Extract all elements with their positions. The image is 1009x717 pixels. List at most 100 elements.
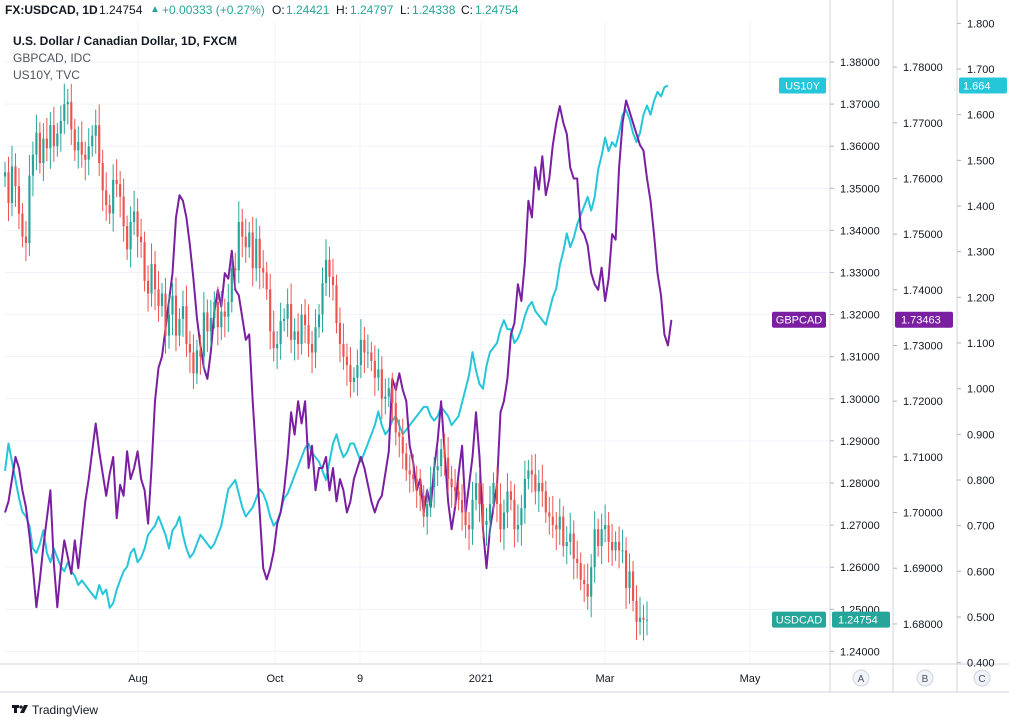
candle-body xyxy=(631,571,635,601)
candle-body xyxy=(300,314,303,345)
candle-body xyxy=(478,482,481,505)
axis-c-tick-label: 1.200 xyxy=(967,292,995,304)
candle-body xyxy=(408,470,411,475)
candle-body xyxy=(509,491,513,500)
candle-body xyxy=(499,504,502,530)
candle-body xyxy=(370,352,373,361)
axis-b-tick-label: 1.73000 xyxy=(903,341,943,353)
candle-body xyxy=(73,129,76,151)
candle-body xyxy=(366,352,369,354)
x-tick-label: Oct xyxy=(266,673,283,685)
axis-a-tick-label: 1.38000 xyxy=(840,57,880,69)
legend-main-series[interactable]: U.S. Dollar / Canadian Dollar, 1D, FXCM xyxy=(13,34,238,48)
candle-body xyxy=(569,533,572,542)
close-label: C: xyxy=(461,3,473,17)
candle-body xyxy=(199,350,202,357)
candle-body xyxy=(153,264,157,290)
change-arrow-icon: ▲ xyxy=(150,4,160,15)
legend-us10y[interactable]: US10Y, TVC xyxy=(13,68,80,82)
gbpcad-value-tag xyxy=(895,311,953,328)
tradingview-brand[interactable]: TradingView xyxy=(32,703,99,717)
candle-body xyxy=(502,512,506,530)
candle-body xyxy=(87,146,90,160)
candle-body xyxy=(593,529,596,568)
candle-body xyxy=(133,211,136,222)
candle-body xyxy=(342,344,345,357)
candle-body xyxy=(450,478,453,488)
candle-body xyxy=(391,388,394,403)
candle-body xyxy=(384,396,387,399)
candle-body xyxy=(387,388,390,397)
candle-body xyxy=(317,314,321,328)
axis-c-tick-label: 1.000 xyxy=(967,384,995,396)
candle-body xyxy=(544,491,547,513)
candle-body xyxy=(70,101,73,130)
candle-body xyxy=(513,499,516,530)
candle-body xyxy=(66,101,69,105)
candle-body xyxy=(188,344,192,353)
candle-body xyxy=(52,125,55,147)
axis-c-tick-label: 1.100 xyxy=(967,338,995,350)
candle-body xyxy=(185,306,188,345)
axis-b-tick-label: 1.74000 xyxy=(903,285,943,297)
candle-body xyxy=(192,352,195,374)
price-chart[interactable]: 1.38000 1.37000 1.36000 1.35000 1.34000 1.330… xyxy=(0,0,1009,700)
candle-body xyxy=(248,232,251,248)
candle-body xyxy=(181,306,185,319)
candle-body xyxy=(481,504,485,526)
candle-body xyxy=(283,318,286,321)
axis-a-tick-label: 1.30000 xyxy=(840,394,880,406)
candle-body xyxy=(527,470,530,479)
candle-body xyxy=(164,293,167,336)
symbol-title[interactable]: FX:USDCAD, 1D xyxy=(5,3,98,17)
candle-body xyxy=(457,491,460,500)
candle-body xyxy=(209,317,212,332)
axis-c-tick-label: 1.300 xyxy=(967,247,995,259)
candle-body xyxy=(91,135,94,147)
candle-body xyxy=(590,567,593,597)
candle-body xyxy=(139,236,143,243)
candle-body xyxy=(115,179,118,185)
candle-body xyxy=(195,350,198,374)
x-tick-label: 9 xyxy=(357,673,363,685)
axis-a-tick-label: 1.35000 xyxy=(840,183,880,195)
candle-body xyxy=(419,487,422,496)
candle-body xyxy=(352,377,355,382)
time-axis[interactable]: Aug Oct 9 2021 Mar May xyxy=(128,673,761,685)
candle-body xyxy=(600,529,603,547)
candle-body xyxy=(440,449,443,467)
candle-body xyxy=(565,541,568,547)
axis-c-tick-label: 0.500 xyxy=(967,612,995,624)
candle-body xyxy=(576,558,579,563)
candle-body xyxy=(241,221,244,237)
candle-body xyxy=(618,541,621,551)
candle-body xyxy=(398,432,401,437)
candle-body xyxy=(436,466,439,471)
candle-body xyxy=(150,264,153,294)
candle-body xyxy=(105,190,108,206)
price-tags: US10Y 1.664 GBPCAD 1.73463 USDCAD 1.24754 xyxy=(772,77,1007,628)
candle-body xyxy=(38,132,41,164)
candle-body xyxy=(255,238,258,269)
candle-body xyxy=(84,154,87,160)
candle-body xyxy=(223,311,226,317)
candle-body xyxy=(230,268,233,302)
candle-body xyxy=(611,541,614,551)
legend-gbpcad[interactable]: GBPCAD, IDC xyxy=(13,51,92,65)
candle-body xyxy=(119,184,122,197)
axis-b-tick-label: 1.75000 xyxy=(903,229,943,241)
candle-body xyxy=(460,499,464,513)
us10y-value-label: 1.664 xyxy=(963,80,991,92)
candle-body xyxy=(401,436,404,454)
low-label: L: xyxy=(400,3,411,17)
candle-body xyxy=(467,525,471,530)
candle-body xyxy=(555,525,558,530)
candle-body xyxy=(143,242,146,281)
candle-body xyxy=(321,283,324,315)
candle-body xyxy=(49,125,52,149)
candle-body xyxy=(80,141,83,155)
candle-body xyxy=(516,525,519,530)
candle-body xyxy=(597,529,600,547)
open-value: 1.24421 xyxy=(286,3,330,17)
candle-body xyxy=(614,541,617,551)
